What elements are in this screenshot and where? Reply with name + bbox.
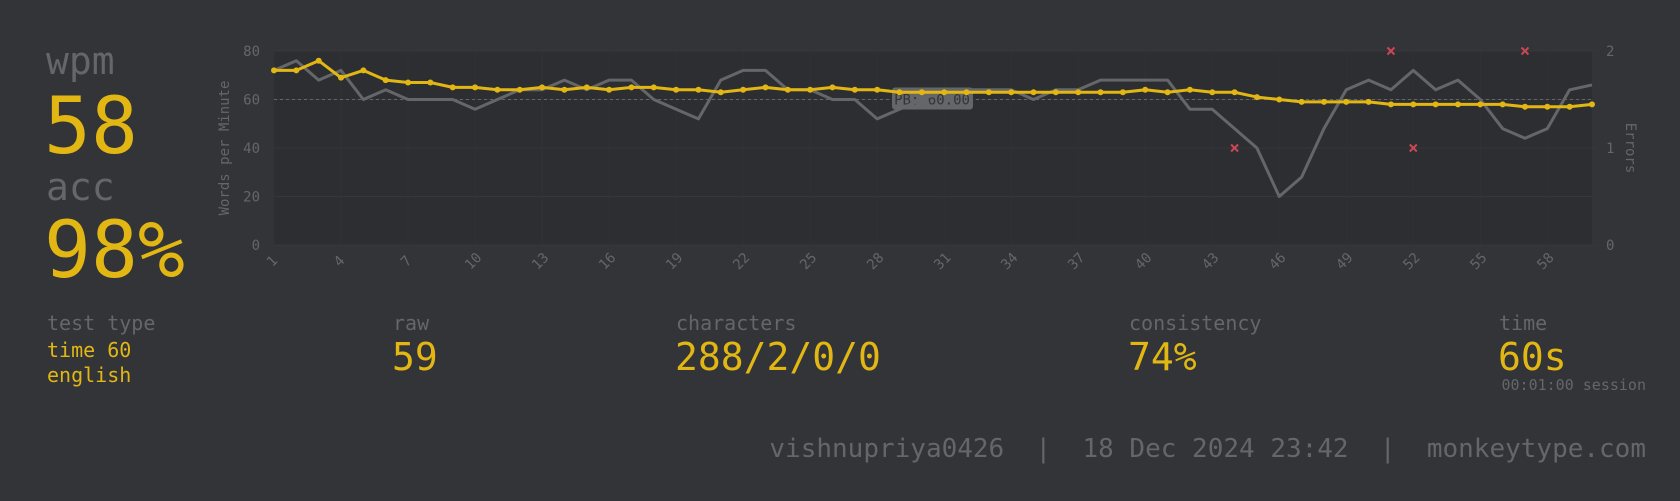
series-point [1477, 101, 1484, 108]
consistency-value: 74% [1128, 335, 1197, 379]
series-point [338, 74, 345, 81]
series-point [650, 84, 657, 91]
y-tick-label: 80 [243, 44, 260, 60]
series-point [807, 86, 814, 93]
series-point [784, 86, 791, 93]
characters-label: characters [676, 311, 796, 335]
series-point [963, 89, 970, 96]
acc-label: acc [46, 165, 115, 209]
series-point [1052, 89, 1059, 96]
series-point [427, 79, 434, 86]
series-point [494, 86, 501, 93]
series-point [1320, 98, 1327, 105]
wpm-label: wpm [46, 39, 115, 83]
series-point [1164, 89, 1171, 96]
series-point [1589, 101, 1595, 108]
series-point [1387, 101, 1394, 108]
series-point [1276, 96, 1283, 103]
series-point [896, 89, 903, 96]
series-point [1097, 89, 1104, 96]
y-axis-label: Words per Minute [217, 81, 233, 216]
acc-value: 98% [44, 206, 185, 296]
consistency-label: consistency [1129, 311, 1261, 335]
y2-tick-label: 0 [1606, 238, 1614, 254]
series-point [1075, 89, 1082, 96]
series-point [315, 57, 322, 64]
raw-value: 59 [392, 335, 438, 379]
wpm-value: 58 [44, 82, 138, 172]
series-point [1521, 103, 1528, 110]
series-point [1209, 89, 1216, 96]
series-point [941, 89, 948, 96]
series-point [1410, 101, 1417, 108]
series-point [449, 84, 456, 91]
y2-tick-label: 2 [1606, 44, 1614, 60]
series-point [1186, 86, 1193, 93]
series-point [1432, 101, 1439, 108]
footer: vishnupriya0426 | 18 Dec 2024 23:42 | mo… [769, 434, 1646, 464]
error-marker [1520, 46, 1530, 56]
series-point [985, 89, 992, 96]
series-point [405, 79, 412, 86]
error-marker [1230, 143, 1239, 153]
series-point [1343, 98, 1350, 105]
series-point [717, 89, 724, 96]
series-point [539, 84, 546, 91]
series-point [1008, 89, 1015, 96]
characters-value: 288/2/0/0 [675, 335, 881, 379]
series-point [1030, 89, 1037, 96]
y2-axis-label: Errors [1622, 123, 1638, 174]
series-point [1454, 101, 1461, 108]
series-point [740, 86, 747, 93]
series-point [606, 86, 613, 93]
series-point [918, 89, 925, 96]
y-tick-label: 20 [243, 190, 260, 206]
series-line [273, 59, 1593, 198]
series-point [1142, 86, 1149, 93]
series-point [1253, 94, 1260, 101]
series-point [271, 67, 277, 74]
series-point [360, 67, 367, 74]
series-point [1544, 103, 1551, 110]
series-line [274, 59, 1593, 109]
time-value: 60s [1498, 335, 1567, 379]
series-point [583, 84, 590, 91]
series-point [382, 77, 389, 84]
series-point [1119, 89, 1126, 96]
series-point [874, 86, 881, 93]
y-tick-label: 60 [243, 93, 260, 109]
test-type-label: test type [47, 311, 155, 335]
series-point [293, 67, 300, 74]
time-label: time [1499, 311, 1547, 335]
series-point [1566, 103, 1573, 110]
series-point [1499, 101, 1506, 108]
series-point [1231, 89, 1238, 96]
series-point [561, 86, 568, 93]
series-point [695, 86, 702, 93]
language: english [47, 363, 131, 387]
series-point [762, 84, 769, 91]
error-marker [1409, 143, 1418, 153]
error-marker [1386, 46, 1396, 56]
series-point [628, 84, 635, 91]
series-point [1298, 98, 1305, 105]
series-point [851, 86, 858, 93]
test-type: time 60 [47, 338, 131, 362]
y2-tick-label: 1 [1606, 141, 1614, 157]
y-tick-label: 0 [252, 238, 260, 254]
session-time: 00:01:00 session [1502, 376, 1647, 394]
raw-label: raw [393, 311, 430, 335]
series-point [673, 86, 680, 93]
series-point [1365, 98, 1372, 105]
series-point [829, 84, 836, 91]
series-point [472, 84, 479, 91]
series-point [516, 86, 523, 93]
y-tick-label: 40 [243, 141, 260, 157]
